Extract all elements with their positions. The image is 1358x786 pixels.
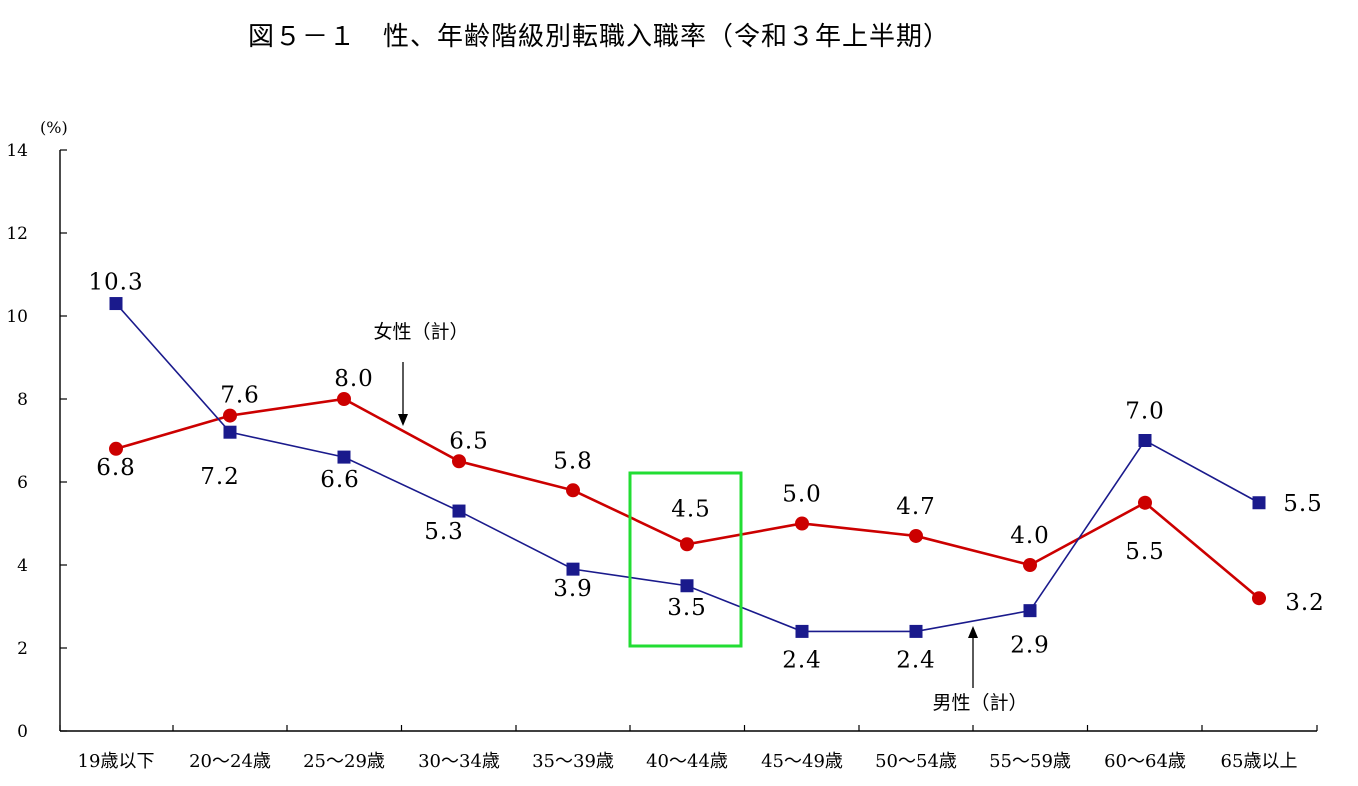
data-point-female [223,408,237,423]
data-point-male [223,425,237,439]
y-unit-label: (%) [40,118,68,137]
data-point-female [337,392,351,406]
arrow-up-icon [968,626,978,638]
y-tick-label: 0 [17,722,28,742]
x-tick-label: 45～49歳 [761,751,843,772]
data-label-female: 6.8 [96,455,136,481]
x-tick-label: 30～34歳 [418,751,500,772]
x-tick-label: 19歳以下 [78,751,155,772]
data-point-male [909,624,923,638]
data-label-male: 10.3 [88,270,143,296]
y-tick-label: 14 [6,141,28,161]
data-label-female: 8.0 [334,366,374,392]
data-label-male: 3.9 [553,576,593,602]
data-point-female [1138,495,1152,510]
data-label-female: 7.6 [220,383,260,409]
data-label-male: 5.3 [424,519,464,545]
data-label-male: 2.9 [1010,633,1050,659]
annotation-male: 男性（計） [932,692,1027,714]
x-tick-label: 55～59歳 [989,751,1071,772]
annotation-female: 女性（計） [373,321,468,343]
data-point-male [566,562,580,576]
arrow-down-icon [398,414,408,426]
data-label-male: 6.6 [320,467,360,493]
data-label-female: 5.5 [1125,539,1165,565]
data-label-female: 4.5 [671,496,711,522]
data-point-female [795,516,809,531]
data-point-female [109,441,123,456]
data-label-male: 2.4 [896,647,936,673]
chart-title: 図５－１ 性、年齢階級別転職入職率（令和３年上半期） [248,22,951,52]
x-tick-label: 35～39歳 [532,751,614,772]
data-point-male [1252,496,1266,510]
y-tick-label: 6 [17,473,28,493]
data-point-female [909,528,923,543]
data-point-female [1023,558,1037,572]
annotations: 女性（計） 男性（計） [373,321,1027,714]
y-tick-label: 12 [6,224,28,244]
x-tick-label: 25～29歳 [303,751,385,772]
data-point-female [680,537,694,552]
data-point-male [452,504,466,518]
data-label-male: 2.4 [782,647,822,673]
data-label-female: 3.2 [1285,590,1325,616]
data-label-female: 6.5 [449,428,489,454]
highlight-box [628,471,743,648]
x-tick-label: 40～44歳 [646,751,728,772]
data-point-female [566,483,580,498]
data-point-female [1252,591,1266,606]
x-tick-label: 65歳以上 [1221,751,1298,772]
data-label-male: 7.0 [1125,399,1165,425]
x-tick-label: 20～24歳 [189,751,271,772]
y-tick-label: 10 [6,307,28,327]
x-tick-label: 60～64歳 [1104,751,1186,772]
data-point-male [795,624,809,638]
data-point-male [1138,434,1152,447]
data-point-female [452,454,466,469]
y-tick-label: 4 [17,556,28,576]
series-layer [109,297,1266,638]
data-labels: 6.8 7.6 8.0 6.5 5.8 4.5 5.0 4.7 4.0 5.5 3.2 10.3 7.2… [88,270,1325,674]
data-label-female: 4.7 [896,494,936,520]
data-label-male: 3.5 [667,595,707,621]
y-tick-label: 2 [17,639,28,659]
data-point-male [680,579,694,593]
data-label-female: 4.0 [1010,523,1050,549]
data-label-male: 5.5 [1283,491,1323,517]
data-point-male [337,450,351,464]
data-label-female: 5.8 [553,448,593,474]
axes: 0 2 4 6 8 10 12 14 (%) 19歳以下 20～24歳 25～29歳 30～34歳 35～… [6,118,1318,772]
data-point-male [1023,604,1037,618]
x-tick-label: 50～54歳 [875,751,957,772]
data-label-female: 5.0 [782,482,822,508]
data-point-male [109,297,123,311]
data-label-male: 7.2 [200,464,240,490]
y-tick-label: 8 [17,390,28,410]
